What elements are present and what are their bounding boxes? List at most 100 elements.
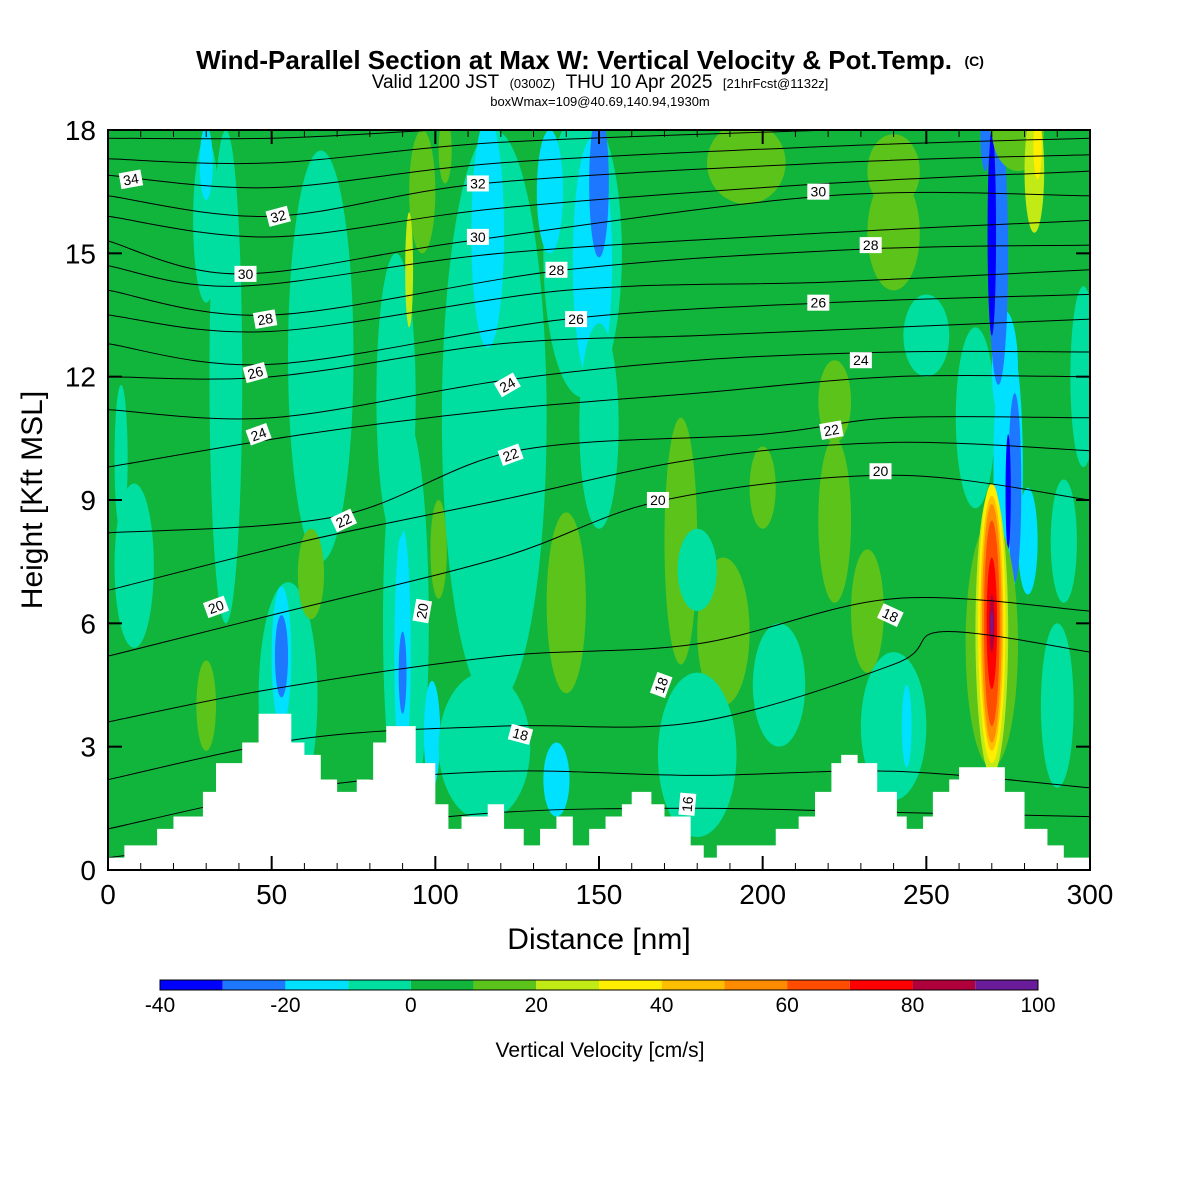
contour-label-bg [245,422,272,446]
contour-label-bg [330,508,358,533]
velocity-cell-17 [405,212,414,328]
colorbar-swatch-11 [849,980,913,990]
velocity-cell-3 [199,130,213,200]
colorbar-tick-label: -40 [145,994,175,1017]
contour-label-16: 18 [649,671,673,699]
x-tick-label: 300 [1067,879,1114,910]
colorbar-title: Vertical Velocity [cm/s] [496,1039,705,1062]
y-tick-label: 0 [80,855,96,886]
velocity-cell-29 [546,512,586,694]
contour-label-text: 34 [122,170,140,188]
velocity-cell-25 [536,130,563,254]
contour-label-2: 30 [234,265,257,282]
contour-label-bg [646,492,669,508]
y-tick-label: 9 [80,485,96,516]
theta-contour-21 [108,441,1090,591]
valid-time-utc: (0300Z) [510,76,556,91]
forecast-info: [21hrFcst@1132z] [723,76,828,91]
velocity-cell-14 [376,253,416,542]
contour-label-text: 32 [470,175,486,191]
contour-label-text: 30 [238,266,254,282]
contour-label-text: 30 [470,229,486,245]
contour-label-text: 18 [651,675,671,695]
velocity-cell-33 [818,438,852,603]
velocity-cell-13 [398,631,407,714]
velocity-cell-32 [749,446,776,529]
colorbar-frame [159,979,1039,991]
colorbar-tick-label: -20 [270,994,300,1017]
contour-label-bg [545,261,568,278]
contour-label-text: 20 [206,597,226,617]
contour-label-text: 30 [811,184,827,200]
contour-label-text: 18 [511,725,530,745]
contour-label-4: 26 [242,361,268,384]
colorbar-swatch-9 [724,980,788,990]
velocity-cell-45 [903,294,950,377]
contour-label-bg [859,237,882,254]
contour-label-23: 22 [819,420,844,440]
colorbar-tick-label: 80 [901,994,924,1017]
velocity-cell-15 [423,680,441,788]
velocity-cell-19 [441,130,547,706]
x-tick-label: 200 [739,879,786,910]
x-tick-label: 150 [576,879,623,910]
contour-label-bg [869,463,892,480]
chart-title-main: Wind-Parallel Section at Max W: Vertical… [196,45,952,75]
axis-ticks: 0 50 100 150 200 250 300 0 3 6 9 12 15 18 [65,115,1114,910]
contour-label-5: 24 [245,422,272,446]
velocity-cell-18 [430,499,447,599]
contour-label-17: 16 [678,792,697,816]
velocity-cell-56 [980,130,991,172]
colorbar-swatch-0 [160,980,223,990]
x-tick-label: 0 [100,879,116,910]
contour-label-bg [466,175,489,192]
contour-label-bg [493,372,521,398]
colorbar-swatch-1 [222,980,286,990]
velocity-cell-4 [114,483,154,648]
contour-label-bg [507,723,534,745]
theta-contour-34 [108,130,829,165]
velocity-cell-48 [1040,623,1074,788]
colorbar-tick-label: 60 [775,994,798,1017]
theta-contour-24 [108,350,1090,420]
velocity-cell-10 [196,660,217,751]
contour-label-text: 20 [650,492,666,508]
velocity-cell-5 [288,150,354,562]
colorbar-tick-label: 20 [525,994,548,1017]
velocity-cell-26 [589,130,609,258]
contour-label-text: 20 [413,602,431,620]
contour-label-11: 26 [565,311,588,328]
colorbar-tick-label: 40 [650,994,673,1017]
x-tick-label: 250 [903,879,950,910]
colorbar-swatch-2 [285,980,349,990]
chart-title: Wind-Parallel Section at Max W: Vertical… [196,45,984,75]
velocity-cell-9 [297,528,325,620]
velocity-cell-39 [657,672,737,838]
y-axis-title: Height [Kft MSL] [16,391,49,609]
contour-label-22: 24 [849,352,872,369]
contour-label-bg [876,603,904,628]
contour-label-14: 20 [412,598,433,624]
contour-label-3: 28 [252,309,278,329]
contour-label-text: 22 [822,421,840,439]
theta-contour-31 [108,170,1090,238]
velocity-cell-43 [901,685,912,768]
theta-contour-29 [108,219,1090,287]
contour-label-bg [118,169,144,190]
contour-label-text: 28 [256,310,274,328]
theta-contour-33 [108,137,1090,189]
contour-label-text: 26 [568,311,584,327]
contour-label-bg [202,595,230,619]
box-wmax-info: boxWmax=109@40.69,140.94,1930m [490,94,710,109]
x-tick-label: 50 [256,879,287,910]
contour-label-20: 28 [859,237,882,254]
colorbar-swatch-8 [661,980,725,990]
contour-label-text: 32 [269,207,288,227]
velocity-cell-68 [990,611,994,636]
chart-subtitle: Valid 1200 JST (0300Z) THU 10 Apr 2025 [… [372,72,829,93]
contour-label-bg [242,361,268,384]
velocity-field [114,130,1090,838]
contour-label-text: 28 [549,262,565,278]
theta-contour-30 [108,191,1090,275]
